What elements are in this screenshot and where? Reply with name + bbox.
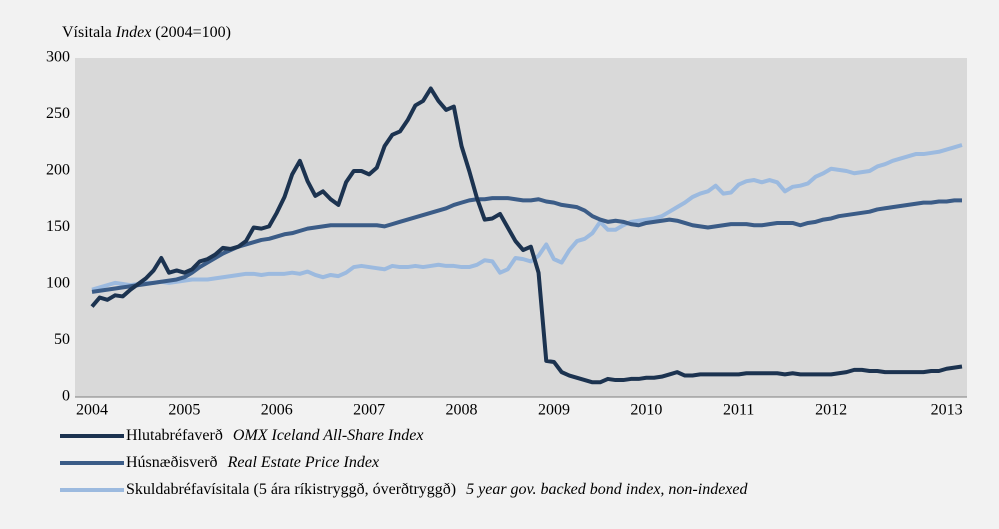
y-tick-label: 150 (46, 218, 70, 235)
x-tick-label: 2007 (353, 402, 385, 419)
y-axis-label: Vísitala Index (2004=100) (62, 24, 231, 41)
x-tick-label: 2011 (723, 402, 754, 419)
y-tick-label: 200 (46, 162, 70, 179)
x-tick-label: 2013 (931, 402, 963, 419)
legend-name-en: Real Estate Price Index (227, 454, 380, 471)
legend-name: Skuldabréfavísitala (5 ára ríkistryggð, … (126, 481, 456, 498)
y-label-suffix: (2004=100) (155, 24, 231, 41)
y-label-italic: Index (115, 24, 152, 41)
series-line (90, 86, 963, 385)
legend-label: Skuldabréfavísitala (5 ára ríkistryggð, … (126, 481, 749, 498)
y-tick-label: 300 (46, 49, 70, 66)
x-tick-label: 2005 (168, 402, 200, 419)
legend-name-en: OMX Iceland All-Share Index (233, 427, 424, 444)
x-tick-label: 2010 (630, 402, 662, 419)
legend-name-en: 5 year gov. backed bond index, non-index… (466, 481, 748, 498)
series-line (91, 143, 963, 292)
y-tick-label: 250 (46, 105, 70, 122)
x-tick-label: 2012 (815, 402, 847, 419)
x-tick-label: 2009 (538, 402, 570, 419)
y-tick-label: 0 (62, 388, 70, 405)
x-tick-label: 2008 (446, 402, 478, 419)
x-tick-label: 2004 (76, 402, 108, 419)
legend-label: Húsnæðisverð Real Estate Price Index (126, 454, 379, 471)
y-tick-label: 100 (46, 275, 70, 292)
y-tick-label: 50 (54, 331, 70, 348)
x-tick-label: 2006 (261, 402, 293, 419)
legend-label: Hlutabréfaverð OMX Iceland All-Share Inde… (126, 427, 423, 444)
legend-name: Hlutabréfaverð (126, 427, 223, 444)
y-label-main: Vísitala (62, 24, 112, 41)
legend-name: Húsnæðisverð (126, 454, 218, 471)
plot-area (75, 58, 967, 397)
